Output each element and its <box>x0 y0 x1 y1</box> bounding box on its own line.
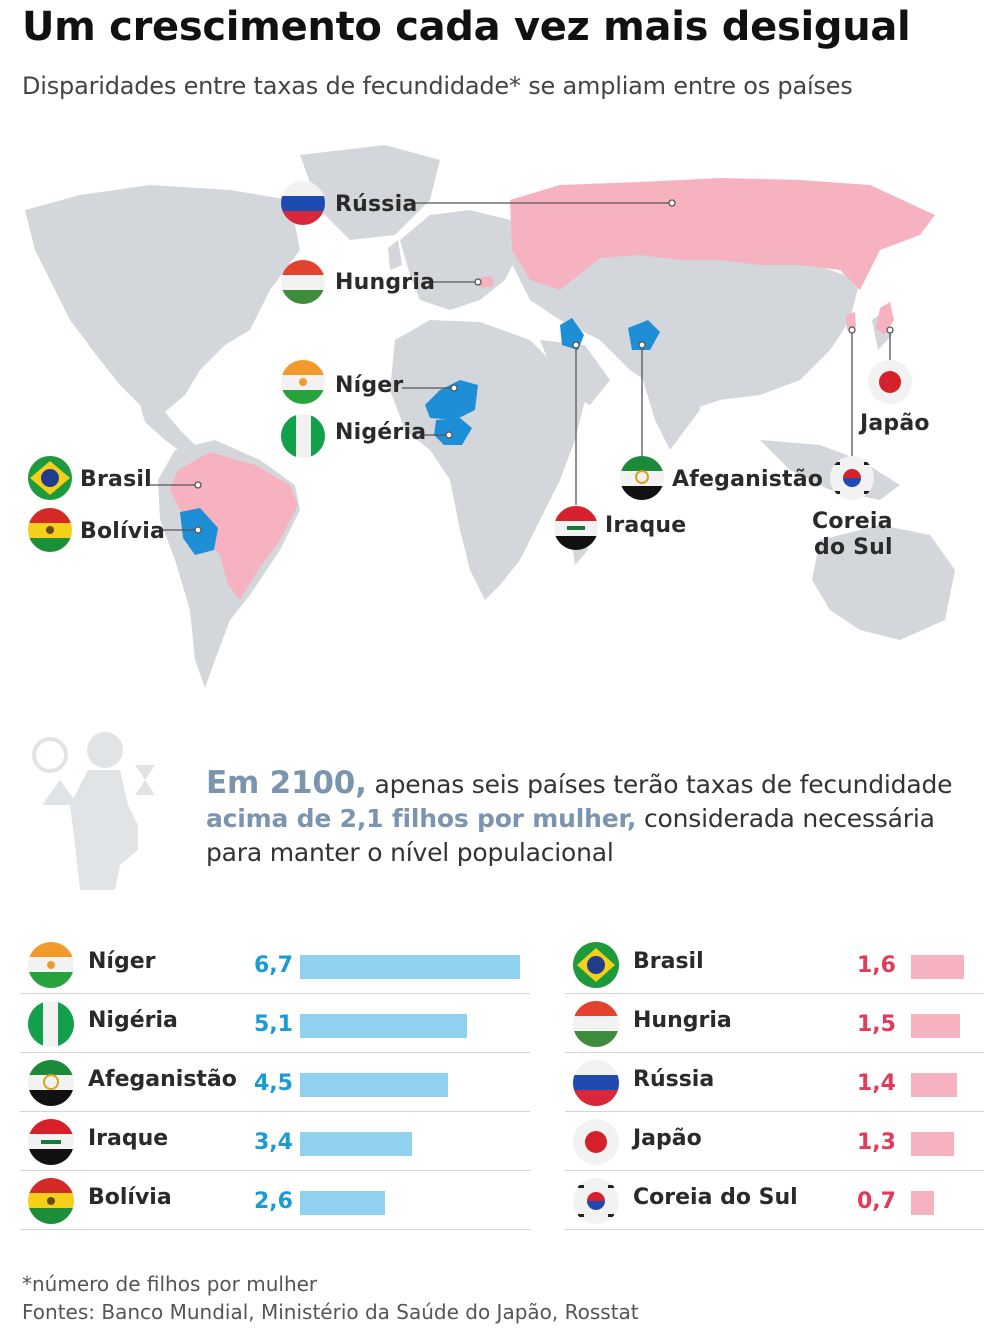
value-bar <box>911 955 964 979</box>
map-label-nigeria: Nigéria <box>335 420 426 445</box>
value-bar <box>911 1014 960 1038</box>
footnote-sources: Fontes: Banco Mundial, Ministério da Saú… <box>22 1300 639 1324</box>
world-map-svg: Rússia Hungria Níger Nigéria Brasil Bolí… <box>25 145 955 688</box>
table-row: Hungria 1,5 <box>565 994 984 1053</box>
value-label: 3,4 <box>254 1130 293 1155</box>
niger-flag-icon <box>28 942 74 988</box>
footnote: *número de filhos por mulher Fontes: Ban… <box>22 1270 639 1326</box>
value-bar <box>300 1132 412 1156</box>
map-low-fertility <box>170 178 935 600</box>
table-row: Japão 1,3 <box>565 1112 984 1171</box>
country-name: Afeganistão <box>88 1067 237 1092</box>
nigeria-flag-icon <box>281 414 325 458</box>
map-label-coreia-1: Coreia <box>812 509 893 534</box>
country-name: Rússia <box>633 1067 715 1092</box>
niger-flag-icon <box>281 360 325 404</box>
russia-shape <box>510 178 935 290</box>
coreia-shape <box>846 312 856 330</box>
page-subtitle: Disparidades entre taxas de fecundidade*… <box>22 72 853 100</box>
russia-flag-icon <box>573 1060 619 1106</box>
afeganistao-flag-icon <box>620 456 664 500</box>
map-leader-lines <box>150 199 894 534</box>
value-bar <box>300 1191 385 1215</box>
value-bar <box>911 1191 934 1215</box>
info-part1: apenas seis países terão taxas de fecund… <box>366 770 953 799</box>
world-map: Rússia Hungria Níger Nigéria Brasil Bolí… <box>0 140 984 700</box>
fertility-table-low: Brasil 1,6 Hungria 1,5 Rússia 1,4 Japão … <box>565 935 984 1230</box>
hungria-flag-icon <box>281 260 325 304</box>
country-name: Nigéria <box>88 1008 178 1033</box>
map-label-brasil: Brasil <box>80 467 152 492</box>
map-label-iraque: Iraque <box>605 513 686 538</box>
map-label-bolivia: Bolívia <box>80 519 165 544</box>
value-bar <box>300 1014 467 1038</box>
country-name: Níger <box>88 949 156 974</box>
value-label: 4,5 <box>254 1071 293 1096</box>
value-bar <box>911 1073 957 1097</box>
table-row: Níger 6,7 <box>20 935 530 994</box>
table-row: Bolívia 2,6 <box>20 1171 530 1230</box>
country-name: Coreia do Sul <box>633 1185 798 1210</box>
table-row: Rússia 1,4 <box>565 1053 984 1112</box>
map-label-hungria: Hungria <box>335 270 435 295</box>
russia-flag-icon <box>281 181 325 225</box>
info-year: Em 2100, <box>206 765 367 801</box>
country-name: Bolívia <box>88 1185 172 1210</box>
hungria-flag-icon <box>573 1001 619 1047</box>
hungria-shape <box>478 276 494 288</box>
map-label-afeganistao: Afeganistão <box>672 467 823 492</box>
fertility-table-high: Níger 6,7 Nigéria 5,1 Afeganistão 4,5 Ir… <box>20 935 530 1230</box>
value-bar <box>300 955 520 979</box>
map-label-niger: Níger <box>335 373 403 398</box>
table-row: Brasil 1,6 <box>565 935 984 994</box>
table-row: Nigéria 5,1 <box>20 994 530 1053</box>
bolivia-flag-icon <box>28 1178 74 1224</box>
pregnant-woman-illustration <box>32 732 155 890</box>
value-label: 2,6 <box>254 1189 293 1214</box>
afeganistao-flag-icon <box>28 1060 74 1106</box>
table-row: Afeganistão 4,5 <box>20 1053 530 1112</box>
niger-shape <box>425 380 478 420</box>
bolivia-flag-icon <box>28 508 72 552</box>
coreia-flag-icon <box>573 1178 619 1224</box>
brasil-flag-icon <box>573 942 619 988</box>
brasil-flag-icon <box>28 456 72 500</box>
map-label-japao: Japão <box>858 411 930 436</box>
table-row: Coreia do Sul 0,7 <box>565 1171 984 1230</box>
afeganistao-shape <box>628 320 660 350</box>
value-label: 0,7 <box>857 1189 896 1214</box>
info-box: Em 2100, apenas seis países terão taxas … <box>0 720 984 900</box>
country-name: Iraque <box>88 1126 169 1151</box>
info-part2: considerada necessária para manter o nív… <box>206 804 935 867</box>
value-label: 1,4 <box>857 1071 896 1096</box>
info-highlight: acima de 2,1 filhos por mulher, <box>206 804 637 833</box>
nigeria-flag-icon <box>28 1001 74 1047</box>
table-row: Iraque 3,4 <box>20 1112 530 1171</box>
japao-flag-icon <box>868 360 912 404</box>
page-title: Um crescimento cada vez mais desigual <box>22 4 911 50</box>
value-label: 1,5 <box>857 1012 896 1037</box>
value-label: 1,3 <box>857 1130 896 1155</box>
iraque-flag-icon <box>554 506 598 550</box>
coreia-flag-icon <box>830 456 874 500</box>
value-label: 6,7 <box>254 953 293 978</box>
iraque-flag-icon <box>28 1119 74 1165</box>
country-name: Japão <box>633 1126 702 1151</box>
japao-flag-icon <box>573 1119 619 1165</box>
map-label-russia: Rússia <box>335 192 417 217</box>
map-label-coreia-2: do Sul <box>814 535 893 560</box>
country-name: Brasil <box>633 949 704 974</box>
footnote-note: *número de filhos por mulher <box>22 1272 318 1296</box>
brasil-shape <box>170 452 298 600</box>
nigeria-shape <box>434 418 472 445</box>
value-bar <box>300 1073 448 1097</box>
value-bar <box>911 1132 954 1156</box>
value-label: 5,1 <box>254 1012 293 1037</box>
country-name: Hungria <box>633 1008 732 1033</box>
info-text: Em 2100, apenas seis países terão taxas … <box>206 766 976 870</box>
value-label: 1,6 <box>857 953 896 978</box>
